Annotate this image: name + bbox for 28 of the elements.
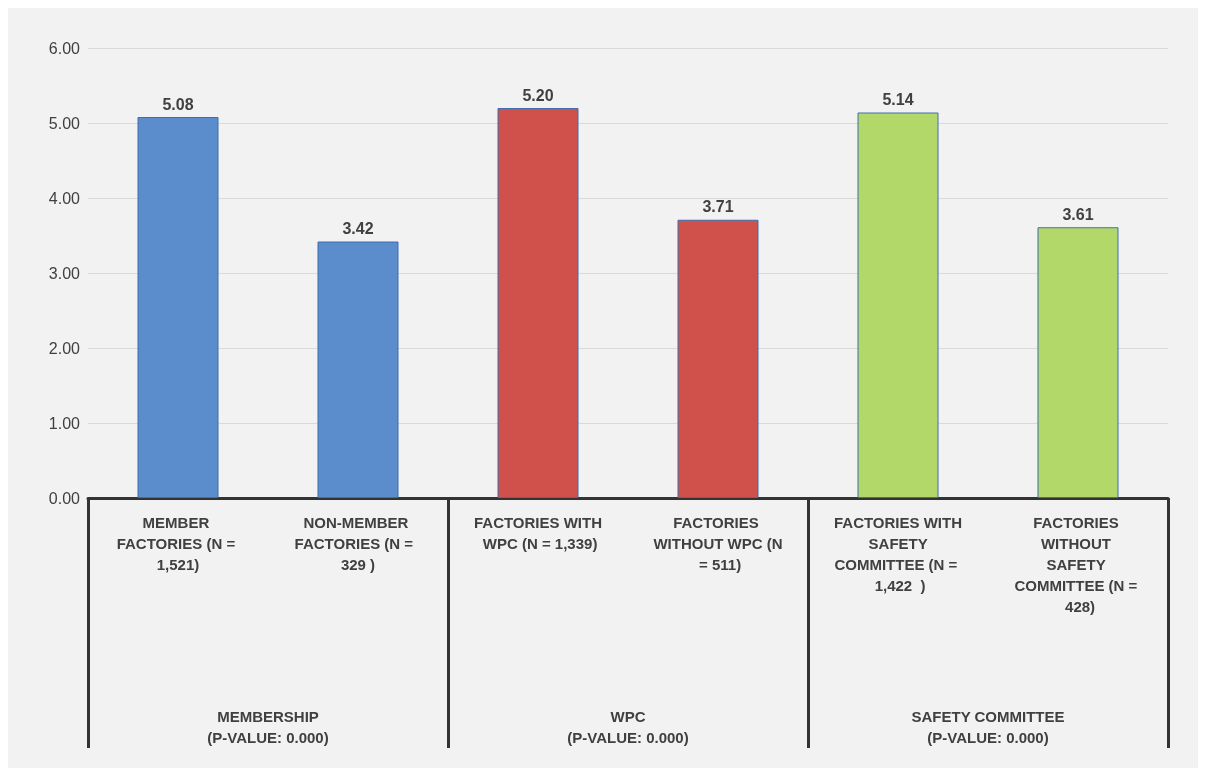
y-tick-label: 3.00	[48, 264, 81, 282]
bar	[1037, 227, 1119, 498]
bar	[137, 117, 219, 498]
x-tick-label: FACTORIES WITHOUT SAFETY COMMITTEE (N = 428)	[1014, 514, 1142, 615]
data-label: 5.08	[162, 95, 194, 113]
y-tick-label: 2.00	[48, 339, 81, 357]
y-tick-label: 6.00	[48, 39, 81, 57]
bar	[677, 219, 759, 498]
y-tick-label: 1.00	[48, 414, 81, 432]
y-tick-label: 5.00	[48, 114, 81, 132]
data-label: 3.61	[1062, 205, 1094, 223]
bar	[857, 112, 939, 498]
x-tick-label: FACTORIES WITH WPC (N = 1,339)	[473, 514, 603, 552]
bar	[317, 241, 399, 498]
x-tick-label: NON-MEMBER FACTORIES (N = 329 )	[294, 514, 422, 573]
x-tick-label: FACTORIES WITHOUT WPC (N = 511)	[653, 514, 783, 573]
text: MEMBERSHIP (P-VALUE: 0.000)	[207, 708, 329, 746]
text: SAFETY COMMITTEE (P-VALUE: 0.000)	[911, 708, 1065, 746]
y-tick-label: 0.00	[48, 489, 81, 507]
data-label: 3.71	[702, 198, 734, 216]
bar	[497, 108, 579, 498]
y-tick-label: 4.00	[48, 189, 81, 207]
x-tick-label: MEMBER FACTORIES (N = 1,521)	[116, 514, 240, 573]
text: WPC (P-VALUE: 0.000)	[567, 708, 689, 746]
data-label: 5.14	[882, 91, 914, 108]
data-label: 3.42	[342, 220, 374, 237]
x-tick-label: FACTORIES WITH SAFETY COMMITTEE (N = 1,422 )	[833, 514, 963, 594]
data-label: 5.20	[522, 86, 554, 104]
